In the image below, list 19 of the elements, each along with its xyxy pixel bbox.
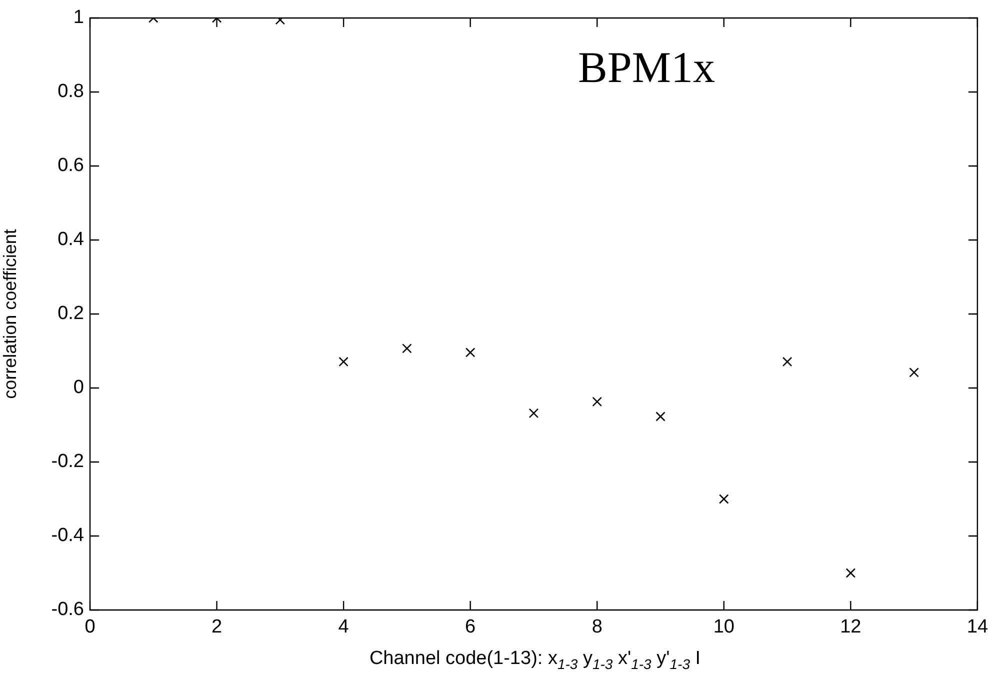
y-tick-label: -0.6	[51, 599, 84, 620]
y-tick-label: -0.2	[51, 451, 84, 472]
annotation: BPM1x	[578, 42, 715, 93]
y-tick-label: 0	[73, 377, 84, 398]
y-tick-label: -0.4	[51, 525, 84, 546]
y-tick-label: 0.2	[58, 303, 84, 324]
x-tick-label: 4	[338, 616, 350, 638]
y-tick-label: 0.4	[58, 229, 84, 250]
x-tick-label: 12	[840, 616, 862, 638]
x-tick-label: 2	[211, 616, 222, 638]
y-tick-label: 0.6	[58, 155, 84, 176]
x-tick-label: 8	[592, 616, 602, 638]
x-tick-label: 10	[713, 616, 734, 638]
x-tick-label: 6	[465, 616, 476, 638]
y-tick-label: 0.8	[58, 81, 84, 102]
y-axis-title: correlation coefficient	[0, 229, 20, 399]
y-tick-label: 1	[73, 7, 84, 28]
x-tick-label: 14	[966, 616, 988, 638]
text: Channel code(1-13): x$_{1-3}$ y$_{1-3}$ x'$_{1-3}$ y'$_{1-3}$ I	[369, 648, 701, 672]
